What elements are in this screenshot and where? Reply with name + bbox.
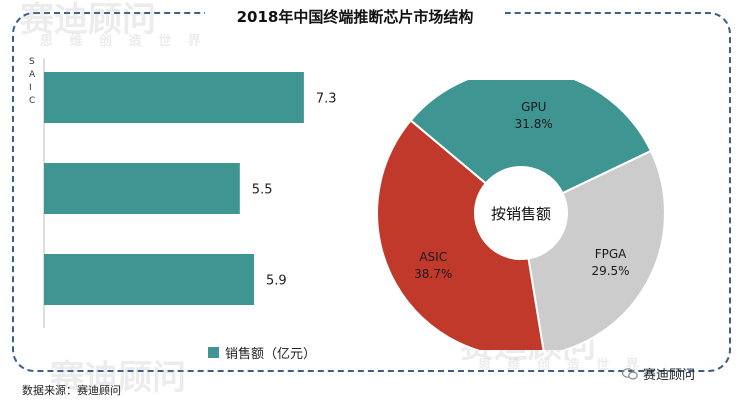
legend-swatch [208,346,219,358]
source-note: 数据来源：赛迪顾问 [22,384,121,397]
category-label-glyph: A [29,70,36,80]
legend-label: 销售额（亿元） [225,346,317,362]
slice-percent-label: 29.5% [591,264,629,278]
bar [44,163,240,214]
donut-slice-asic [376,119,545,350]
bar-value-label: 5.5 [252,183,273,198]
bar [44,72,304,123]
donut-chart: GPU 31.8% FPGA 29.5% ASIC 38.7% 按销售额 [376,80,666,350]
brand-badge: 赛迪顾问 [622,364,695,383]
bar-legend: 销售额（亿元） [208,344,317,362]
slice-name-label: GPU [521,100,546,114]
donut-slice-fpga [527,149,666,350]
bar-value-label: 5.9 [266,274,287,289]
category-label-glyph: S [29,57,35,67]
chat-bubble-icon [622,367,638,380]
category-label-glyph: I [29,83,32,93]
bar [44,254,255,305]
chart-title: 2018年中国终端推断芯片市场结构 [236,8,474,26]
title-plate [205,4,505,30]
brand-text: 赛迪顾问 [643,368,696,383]
donut-slice-gpu [409,80,653,195]
slice-name-label: ASIC [419,250,447,264]
slice-percent-label: 31.8% [515,117,553,131]
slice-name-label: FPGA [595,247,627,261]
category-label-glyph: C [29,96,35,106]
slice-percent-label: 38.7% [414,267,452,281]
donut-center-label: 按销售额 [491,205,551,223]
bar-value-label: 7.3 [316,92,337,107]
